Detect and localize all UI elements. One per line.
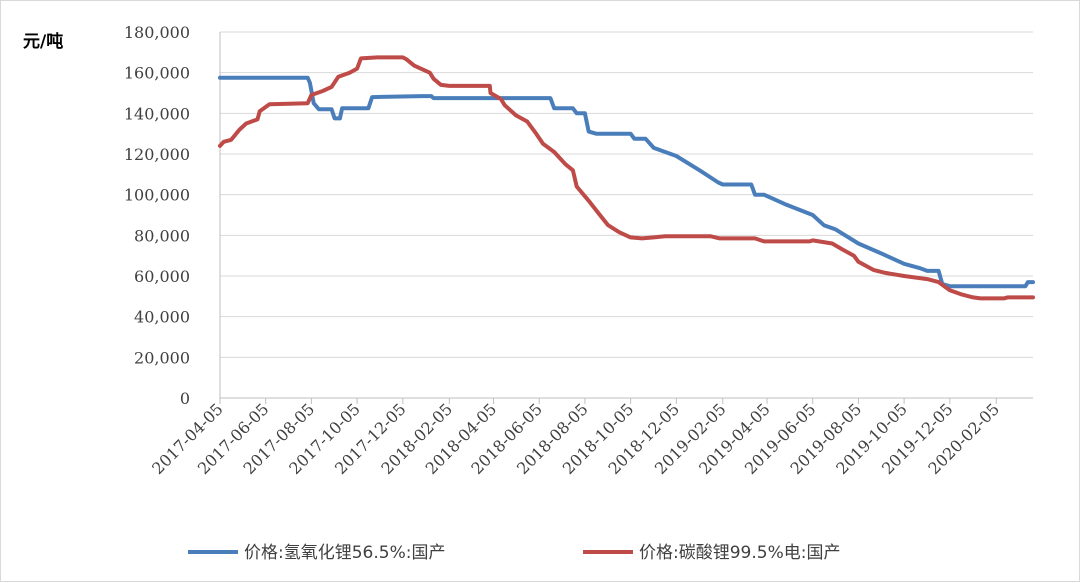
axes — [219, 32, 1033, 404]
y-tick-label: 80,000 — [134, 226, 190, 245]
y-tick-label: 140,000 — [124, 104, 190, 123]
y-tick-label: 180,000 — [124, 23, 190, 42]
legend-label-1: 价格:氢氧化锂56.5%:国产 — [244, 543, 445, 563]
y-tick-labels: 0 20,000 40,000 60,000 80,000 100,000 120,000 1… — [124, 23, 190, 408]
y-tick-label: 60,000 — [134, 267, 190, 286]
y-tick-label: 40,000 — [134, 308, 190, 327]
y-tick-label: 100,000 — [124, 186, 190, 205]
series-line-1 — [218, 75, 1035, 289]
gridlines — [220, 31, 1033, 358]
series-lines — [218, 55, 1035, 301]
y-tick-label: 20,000 — [134, 348, 190, 367]
legend: 价格:氢氧化锂56.5%:国产 价格:碳酸锂99.5%电:国产 — [188, 543, 840, 563]
y-tick-label: 120,000 — [124, 145, 190, 164]
series-line-2 — [218, 55, 1035, 301]
x-tick-labels: 2017-04-052017-06-052017-08-052017-10-05… — [148, 399, 1003, 478]
y-tick-label: 160,000 — [124, 64, 190, 83]
y-axis-title: 元/吨 — [23, 31, 63, 52]
y-tick-label: 0 — [180, 389, 190, 408]
legend-label-2: 价格:碳酸锂99.5%电:国产 — [639, 543, 840, 563]
